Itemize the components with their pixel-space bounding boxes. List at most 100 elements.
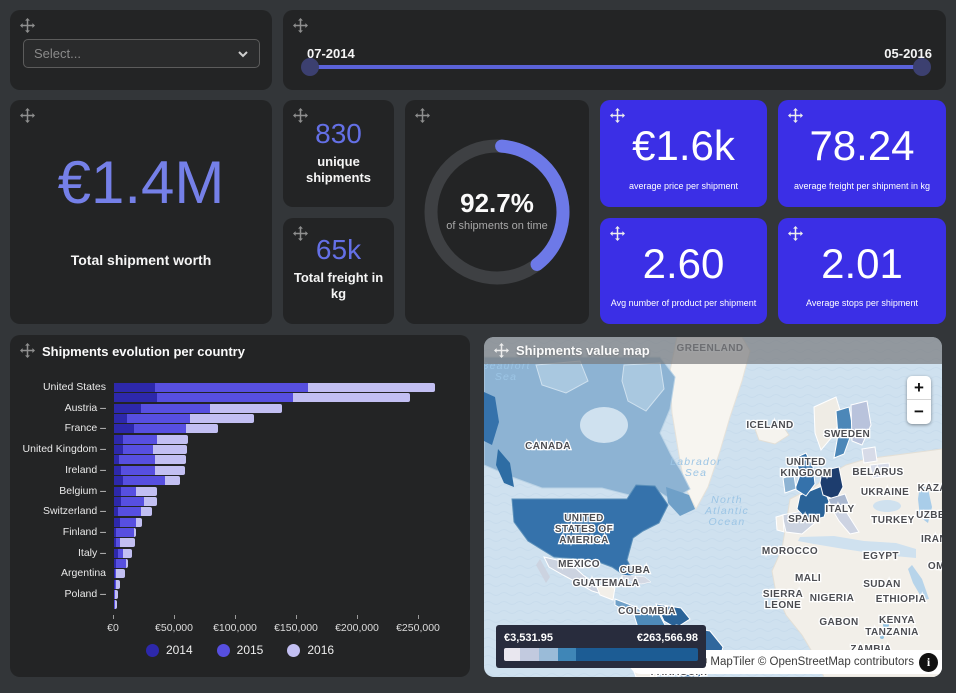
bar-segment-2014[interactable] [114,476,123,486]
bar-segment-2016[interactable] [114,600,117,610]
bar-segment-2014[interactable] [114,403,141,413]
bar-segment-2014[interactable] [114,538,117,548]
bar-segment-2015[interactable] [120,517,136,527]
bar-segment-2014[interactable] [114,548,118,558]
bar-segment-2015[interactable] [121,496,145,506]
bar-segment-2016[interactable] [307,383,435,392]
zoom-in-button[interactable]: + [907,376,931,400]
bar-row[interactable] [114,424,218,434]
bar-segment-2015[interactable] [156,393,294,403]
bar-segment-2016[interactable] [115,579,121,589]
bar-segment-2015[interactable] [116,527,134,537]
bar-row[interactable] [114,486,157,496]
bar-segment-2016[interactable] [189,414,255,424]
bar-segment-2015[interactable] [127,414,190,424]
drag-handle-icon[interactable] [494,343,509,358]
bar-segment-2016[interactable] [135,486,157,496]
bar-row[interactable] [114,434,189,444]
bar-row[interactable] [114,538,135,548]
bar-segment-2015[interactable] [117,507,141,517]
bar-segment-2016[interactable] [165,476,180,486]
bar-row[interactable] [114,465,185,475]
bar-segment-2014[interactable] [114,558,117,568]
bar-row[interactable] [114,507,152,517]
drag-handle-icon[interactable] [415,108,430,123]
bar-segment-2015[interactable] [116,558,127,568]
bar-segment-2014[interactable] [114,414,128,424]
bar-row[interactable] [114,476,180,486]
bar-segment-2016[interactable] [153,445,188,455]
bar-row[interactable] [114,403,283,413]
drag-handle-icon[interactable] [788,226,803,241]
bar-segment-2015[interactable] [121,486,136,496]
bar-segment-2014[interactable] [114,569,116,579]
bar-row[interactable] [114,558,129,568]
bar-segment-2014[interactable] [114,393,157,403]
bar-segment-2014[interactable] [114,496,122,506]
bar-segment-2016[interactable] [115,590,119,599]
bar-row[interactable] [114,579,121,589]
slider-handle-end[interactable] [913,58,931,76]
bar-segment-2016[interactable] [133,527,136,537]
bar-segment-2016[interactable] [155,455,186,465]
bar-segment-2014[interactable] [114,507,118,517]
bar-segment-2014[interactable] [114,424,134,434]
world-map[interactable]: GREENLANDBeaufortSeaCANADAICELANDSWEDENU… [484,337,942,677]
bar-row[interactable] [114,445,188,455]
bar-segment-2015[interactable] [155,383,308,392]
country-select[interactable]: Select... [23,39,260,68]
bar-segment-2016[interactable] [140,507,152,517]
bar-row[interactable] [114,517,143,527]
bar-segment-2016[interactable] [185,424,218,434]
bar-row[interactable] [114,383,435,392]
zoom-out-button[interactable]: − [907,400,931,424]
bar-segment-2016[interactable] [155,465,185,475]
bar-row[interactable] [114,527,136,537]
legend-item-2016[interactable]: 2016 [287,643,334,657]
bar-segment-2015[interactable] [133,424,186,434]
drag-handle-icon[interactable] [20,18,35,33]
bar-segment-2015[interactable] [122,445,154,455]
bar-segment-2015[interactable] [114,579,116,589]
bar-segment-2016[interactable] [293,393,411,403]
bar-segment-2016[interactable] [126,558,129,568]
slider-handle-start[interactable] [301,58,319,76]
bar-segment-2014[interactable] [114,486,122,496]
bar-segment-2016[interactable] [135,517,143,527]
bar-segment-2016[interactable] [122,548,133,558]
bar-segment-2016[interactable] [210,403,283,413]
bar-row[interactable] [114,393,411,403]
bar-row[interactable] [114,569,125,579]
bar-row[interactable] [114,496,157,506]
bar-row[interactable] [114,590,119,599]
bar-row[interactable] [114,414,255,424]
date-range-slider[interactable] [301,58,931,76]
bar-segment-2015[interactable] [122,476,166,486]
bar-segment-2015[interactable] [118,455,156,465]
legend-item-2014[interactable]: 2014 [145,643,193,657]
bar-segment-2015[interactable] [121,465,156,475]
bar-row[interactable] [114,455,186,465]
bar-segment-2015[interactable] [115,569,117,579]
bar-row[interactable] [114,548,133,558]
bar-segment-2014[interactable] [114,445,123,455]
bar-segment-2015[interactable] [116,538,121,548]
legend-item-2015[interactable]: 2015 [216,643,263,657]
bar-segment-2014[interactable] [114,527,117,537]
drag-handle-icon[interactable] [293,18,308,33]
bar-segment-2015[interactable] [114,600,115,610]
bar-segment-2015[interactable] [122,434,157,444]
bar-segment-2014[interactable] [114,455,119,465]
bar-segment-2015[interactable] [117,548,123,558]
drag-handle-icon[interactable] [610,108,625,123]
bar-segment-2016[interactable] [120,538,135,548]
bar-row[interactable] [114,600,117,610]
bar-segment-2014[interactable] [114,465,122,475]
bar-segment-2015[interactable] [114,590,116,599]
drag-handle-icon[interactable] [20,108,35,123]
drag-handle-icon[interactable] [788,108,803,123]
bar-segment-2014[interactable] [114,517,121,527]
bar-segment-2016[interactable] [144,496,157,506]
bar-segment-2014[interactable] [114,579,115,589]
drag-handle-icon[interactable] [610,226,625,241]
